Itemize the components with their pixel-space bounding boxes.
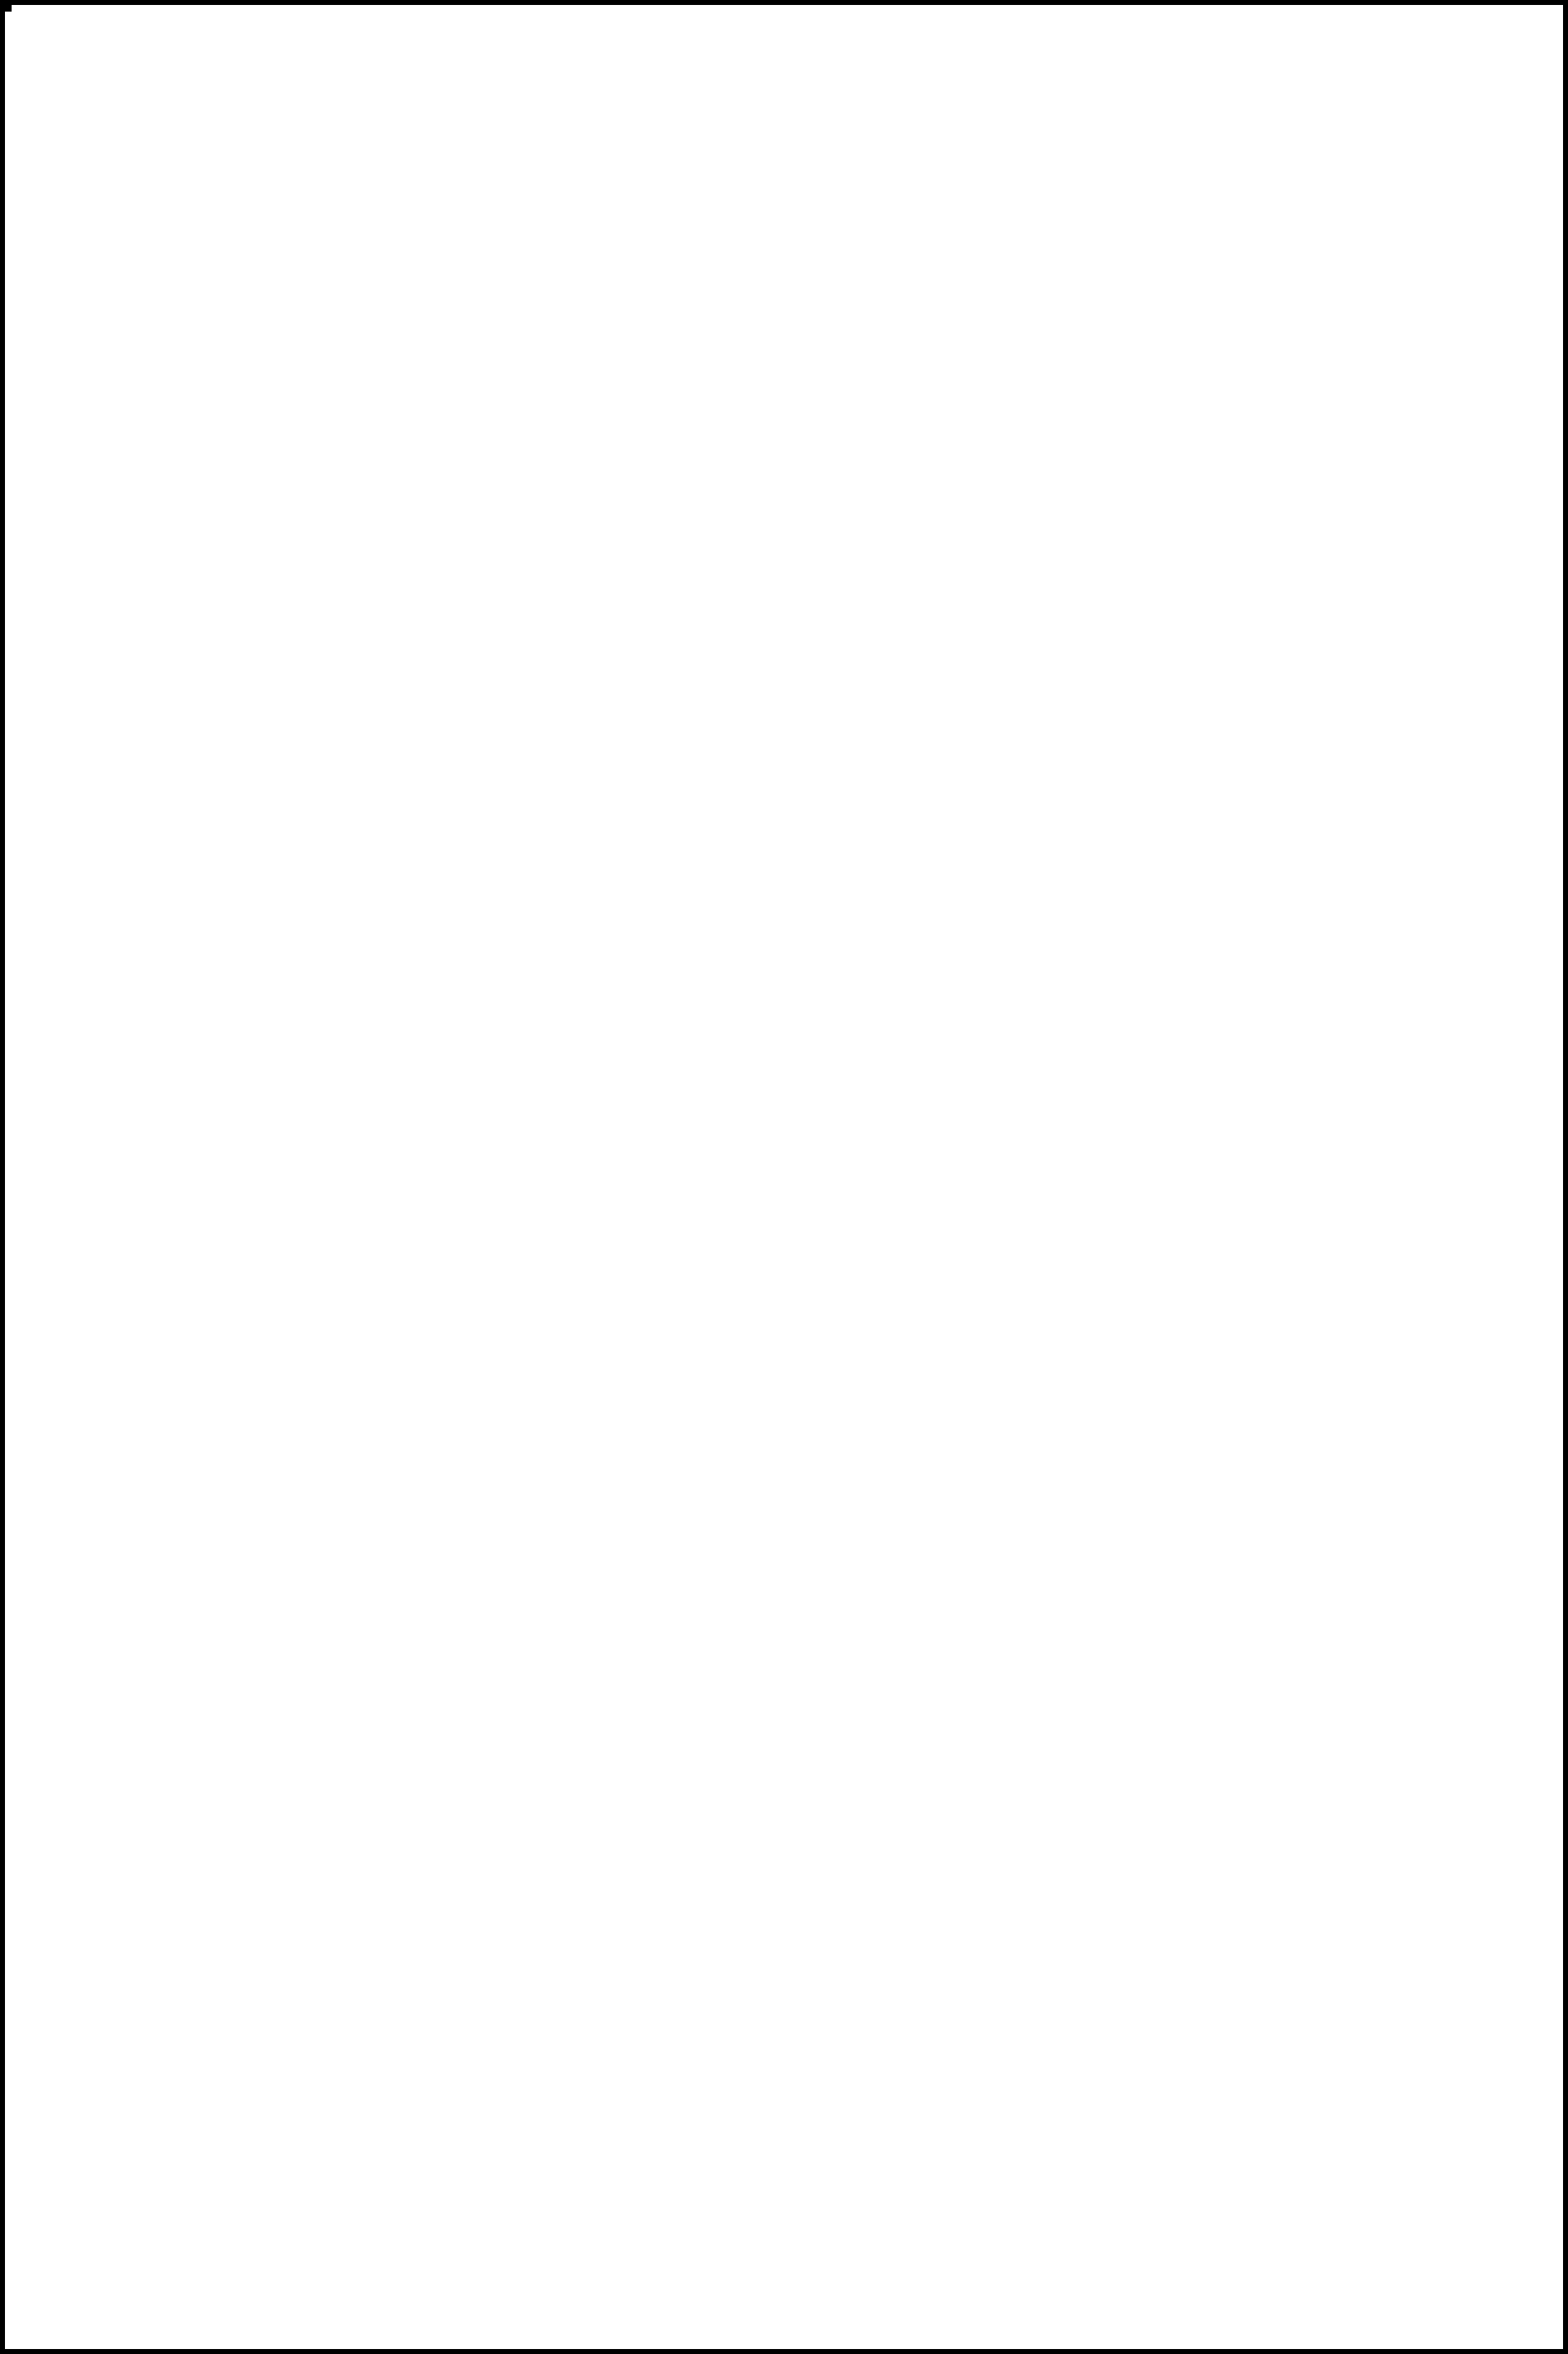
chart-plot-area bbox=[8, 8, 12, 12]
page-root bbox=[0, 0, 1568, 2354]
chart-panel bbox=[5, 5, 12, 12]
